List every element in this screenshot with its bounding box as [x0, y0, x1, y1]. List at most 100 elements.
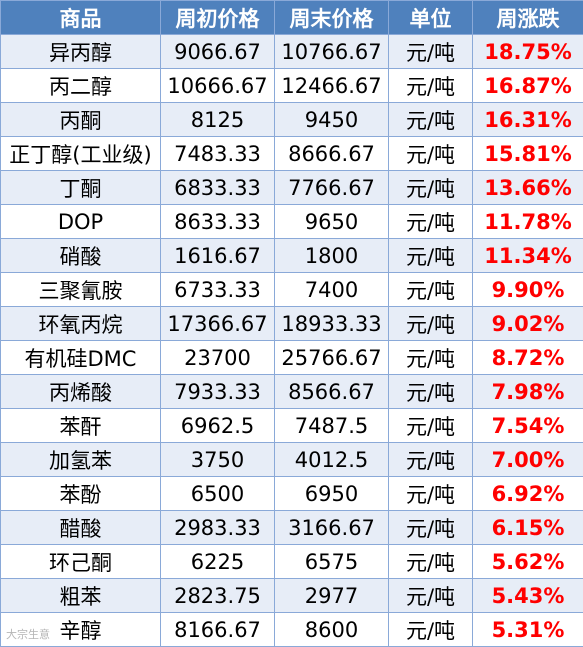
header-end-price: 周末价格	[274, 0, 389, 35]
unit-cell: 元/吨	[388, 510, 473, 545]
weekly-change-cell: 9.02%	[472, 306, 583, 341]
unit-cell: 元/吨	[388, 442, 473, 477]
start-price-cell: 7933.33	[160, 374, 275, 409]
start-price-cell: 3750	[160, 442, 275, 477]
start-price-cell: 6962.5	[160, 408, 275, 443]
table-row: 丙烯酸 7933.33 8566.67 元/吨 7.98%	[0, 374, 583, 409]
weekly-change-cell: 16.31%	[472, 102, 583, 137]
weekly-change-cell: 5.62%	[472, 544, 583, 579]
table-row: 苯酐 6962.5 7487.5 元/吨 7.54%	[0, 408, 583, 443]
commodity-cell: 醋酸	[0, 510, 161, 545]
weekly-change-cell: 11.34%	[472, 238, 583, 273]
table-row: 丙二醇 10666.67 12466.67 元/吨 16.87%	[0, 68, 583, 103]
weekly-change-cell: 18.75%	[472, 34, 583, 69]
end-price-cell: 18933.33	[274, 306, 389, 341]
end-price-cell: 8566.67	[274, 374, 389, 409]
table-row: 有机硅DMC 23700 25766.67 元/吨 8.72%	[0, 340, 583, 375]
start-price-cell: 23700	[160, 340, 275, 375]
unit-cell: 元/吨	[388, 408, 473, 443]
commodity-cell: DOP	[0, 204, 161, 239]
unit-cell: 元/吨	[388, 612, 473, 647]
table-body: 异丙醇 9066.67 10766.67 元/吨 18.75% 丙二醇 10666.67 12…	[0, 34, 583, 647]
table-row: DOP 8633.33 9650 元/吨 11.78%	[0, 204, 583, 239]
unit-cell: 元/吨	[388, 272, 473, 307]
weekly-change-cell: 6.92%	[472, 476, 583, 511]
unit-cell: 元/吨	[388, 34, 473, 69]
unit-cell: 元/吨	[388, 102, 473, 137]
start-price-cell: 8633.33	[160, 204, 275, 239]
commodity-cell: 正丁醇(工业级)	[0, 136, 161, 171]
weekly-change-cell: 15.81%	[472, 136, 583, 171]
table-row: 丁酮 6833.33 7766.67 元/吨 13.66%	[0, 170, 583, 205]
start-price-cell: 6733.33	[160, 272, 275, 307]
header-commodity: 商品	[0, 0, 161, 35]
commodity-cell: 苯酚	[0, 476, 161, 511]
end-price-cell: 2977	[274, 578, 389, 613]
start-price-cell: 10666.67	[160, 68, 275, 103]
unit-cell: 元/吨	[388, 374, 473, 409]
weekly-change-cell: 9.90%	[472, 272, 583, 307]
commodity-cell: 粗苯	[0, 578, 161, 613]
commodity-cell: 硝酸	[0, 238, 161, 273]
start-price-cell: 8166.67	[160, 612, 275, 647]
table-row: 正丁醇(工业级) 7483.33 8666.67 元/吨 15.81%	[0, 136, 583, 171]
end-price-cell: 12466.67	[274, 68, 389, 103]
table-row: 环己酮 6225 6575 元/吨 5.62%	[0, 544, 583, 579]
commodity-cell: 丙二醇	[0, 68, 161, 103]
start-price-cell: 2983.33	[160, 510, 275, 545]
unit-cell: 元/吨	[388, 578, 473, 613]
unit-cell: 元/吨	[388, 340, 473, 375]
commodity-cell: 苯酐	[0, 408, 161, 443]
unit-cell: 元/吨	[388, 204, 473, 239]
table-row: 苯酚 6500 6950 元/吨 6.92%	[0, 476, 583, 511]
table-row: 环氧丙烷 17366.67 18933.33 元/吨 9.02%	[0, 306, 583, 341]
header-start-price: 周初价格	[160, 0, 275, 35]
end-price-cell: 8666.67	[274, 136, 389, 171]
header-unit: 单位	[388, 0, 473, 35]
end-price-cell: 1800	[274, 238, 389, 273]
unit-cell: 元/吨	[388, 476, 473, 511]
weekly-change-cell: 5.43%	[472, 578, 583, 613]
end-price-cell: 10766.67	[274, 34, 389, 69]
table-row: 硝酸 1616.67 1800 元/吨 11.34%	[0, 238, 583, 273]
header-weekly-change: 周涨跌	[472, 0, 583, 35]
start-price-cell: 6500	[160, 476, 275, 511]
end-price-cell: 7487.5	[274, 408, 389, 443]
commodity-cell: 异丙醇	[0, 34, 161, 69]
commodity-cell: 丙烯酸	[0, 374, 161, 409]
weekly-change-cell: 7.98%	[472, 374, 583, 409]
unit-cell: 元/吨	[388, 306, 473, 341]
weekly-change-cell: 8.72%	[472, 340, 583, 375]
end-price-cell: 6950	[274, 476, 389, 511]
weekly-change-cell: 7.54%	[472, 408, 583, 443]
commodity-cell: 丙酮	[0, 102, 161, 137]
table-row: 加氢苯 3750 4012.5 元/吨 7.00%	[0, 442, 583, 477]
start-price-cell: 2823.75	[160, 578, 275, 613]
unit-cell: 元/吨	[388, 544, 473, 579]
end-price-cell: 7400	[274, 272, 389, 307]
start-price-cell: 9066.67	[160, 34, 275, 69]
commodity-cell: 环己酮	[0, 544, 161, 579]
end-price-cell: 25766.67	[274, 340, 389, 375]
header-row: 商品 周初价格 周末价格 单位 周涨跌	[0, 0, 583, 35]
end-price-cell: 4012.5	[274, 442, 389, 477]
weekly-change-cell: 16.87%	[472, 68, 583, 103]
start-price-cell: 7483.33	[160, 136, 275, 171]
commodity-cell: 三聚氰胺	[0, 272, 161, 307]
end-price-cell: 7766.67	[274, 170, 389, 205]
commodity-cell: 辛醇	[0, 612, 161, 647]
commodity-cell: 有机硅DMC	[0, 340, 161, 375]
table-row: 粗苯 2823.75 2977 元/吨 5.43%	[0, 578, 583, 613]
table-row: 异丙醇 9066.67 10766.67 元/吨 18.75%	[0, 34, 583, 69]
table-row: 辛醇 8166.67 8600 元/吨 5.31%	[0, 612, 583, 647]
start-price-cell: 6225	[160, 544, 275, 579]
unit-cell: 元/吨	[388, 136, 473, 171]
weekly-change-cell: 7.00%	[472, 442, 583, 477]
commodity-cell: 加氢苯	[0, 442, 161, 477]
table-row: 丙酮 8125 9450 元/吨 16.31%	[0, 102, 583, 137]
end-price-cell: 3166.67	[274, 510, 389, 545]
table-row: 醋酸 2983.33 3166.67 元/吨 6.15%	[0, 510, 583, 545]
unit-cell: 元/吨	[388, 68, 473, 103]
end-price-cell: 9450	[274, 102, 389, 137]
